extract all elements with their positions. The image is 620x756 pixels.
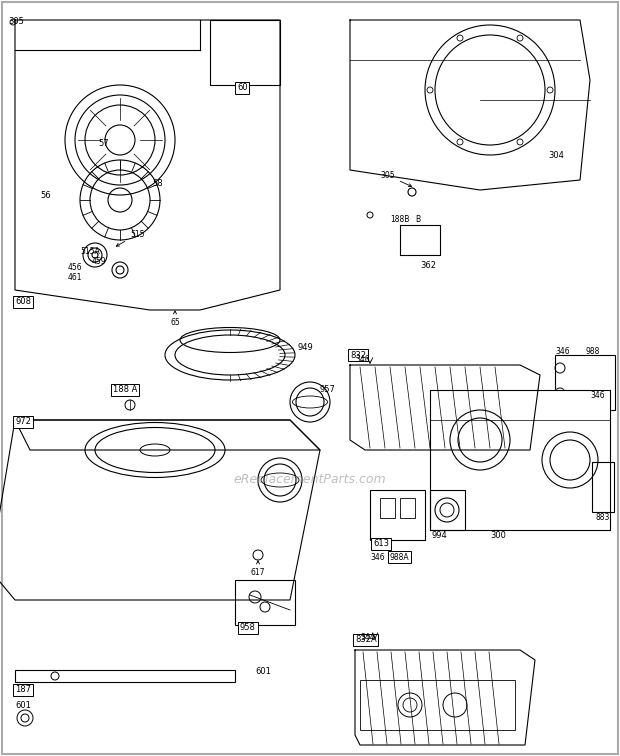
Text: 515A: 515A <box>80 247 100 256</box>
Bar <box>430 490 465 530</box>
Text: 601: 601 <box>255 667 271 676</box>
Text: 346: 346 <box>590 391 604 399</box>
Bar <box>555 355 615 410</box>
Text: 994: 994 <box>432 531 448 540</box>
Text: 972: 972 <box>15 417 31 426</box>
Text: 346: 346 <box>355 355 370 364</box>
Text: 60: 60 <box>237 83 247 92</box>
Bar <box>370 490 425 540</box>
Text: 58: 58 <box>152 178 162 187</box>
Text: 461: 461 <box>68 272 82 281</box>
Polygon shape <box>350 20 590 190</box>
Polygon shape <box>0 420 320 600</box>
Text: 57: 57 <box>98 138 108 147</box>
Bar <box>400 498 415 518</box>
Text: 300: 300 <box>490 531 506 540</box>
Bar <box>380 498 395 518</box>
Text: 305: 305 <box>8 17 24 26</box>
Polygon shape <box>430 390 610 530</box>
Bar <box>360 680 515 730</box>
Text: 456: 456 <box>68 264 82 272</box>
Text: 65: 65 <box>170 311 180 327</box>
Text: 949: 949 <box>298 343 314 352</box>
Text: eReplacementParts.com: eReplacementParts.com <box>234 473 386 487</box>
Text: 188 A: 188 A <box>113 386 138 395</box>
Text: 56: 56 <box>40 191 51 200</box>
Text: 362: 362 <box>420 261 436 269</box>
Polygon shape <box>350 365 540 450</box>
Text: 883: 883 <box>595 513 609 522</box>
Text: 188B: 188B <box>390 215 409 225</box>
Text: 304: 304 <box>548 150 564 160</box>
Text: 601: 601 <box>15 701 31 709</box>
Text: 958: 958 <box>240 624 256 633</box>
Bar <box>592 462 614 512</box>
Text: 988A: 988A <box>390 553 410 562</box>
Text: 988: 988 <box>585 348 600 357</box>
Text: 346: 346 <box>555 348 570 357</box>
Text: 344: 344 <box>360 633 374 642</box>
Polygon shape <box>355 650 535 745</box>
Text: 832A: 832A <box>355 636 377 645</box>
Text: 187: 187 <box>15 686 31 695</box>
Text: 608: 608 <box>15 298 31 306</box>
Text: 613: 613 <box>373 540 389 549</box>
Text: 957: 957 <box>320 386 336 395</box>
Bar <box>15 670 235 682</box>
Text: 305: 305 <box>381 171 412 187</box>
Text: 832: 832 <box>350 351 366 360</box>
Bar <box>210 20 280 85</box>
Bar <box>235 580 295 625</box>
Text: 459: 459 <box>92 256 107 265</box>
Polygon shape <box>15 20 280 310</box>
Text: 346: 346 <box>370 553 384 562</box>
Text: 515: 515 <box>116 230 144 246</box>
Text: B: B <box>415 215 420 225</box>
Text: 617: 617 <box>250 561 265 577</box>
